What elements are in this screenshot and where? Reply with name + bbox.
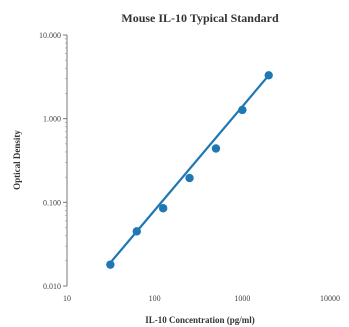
y-tick-label: 10.000 (39, 31, 61, 40)
data-point (185, 173, 194, 183)
x-tick-label: 10000 (320, 294, 340, 303)
chart-title: Mouse IL-10 Typical Standard (121, 11, 279, 25)
x-tick-label: 1000 (234, 294, 250, 303)
x-axis-title: IL-10 Concentration (pg/ml) (145, 315, 255, 325)
x-axis: 10 100 1000 10000 (63, 294, 340, 303)
data-points (106, 71, 273, 269)
data-point (211, 144, 221, 153)
y-tick-label: 1.000 (43, 115, 61, 124)
data-point (264, 71, 273, 80)
y-tick-label: 0.010 (43, 282, 61, 291)
data-point (132, 227, 141, 236)
data-point (106, 260, 115, 269)
data-point (238, 105, 247, 115)
data-point (158, 204, 168, 213)
x-tick-label: 10 (63, 294, 71, 303)
y-axis-title: Optical Density (12, 130, 22, 190)
y-axis: 0.010 0.100 1.000 10.000 (39, 31, 68, 291)
y-tick-label: 0.100 (43, 198, 61, 207)
x-tick-label: 100 (149, 294, 161, 303)
